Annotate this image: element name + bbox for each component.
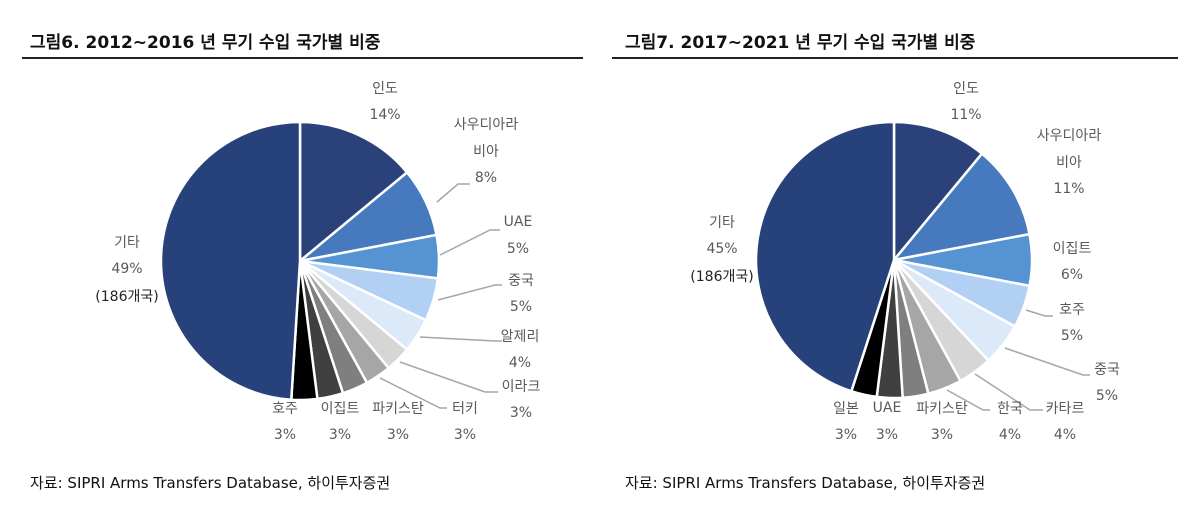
- slice-note: (186개국): [95, 289, 159, 305]
- slice-label: 중국: [508, 273, 534, 289]
- slice-label: 터키: [452, 401, 478, 417]
- slice-value-label: 8%: [474, 170, 498, 186]
- pie-slice-인도: [892, 120, 984, 264]
- chart-title-left: 그림6. 2012~2016 년 무기 수입 국가별 비중: [30, 33, 381, 53]
- slice-value-label: 6%: [1060, 267, 1084, 283]
- slice-value-label: 11%: [1053, 181, 1085, 197]
- slice-value-label: 3%: [834, 427, 858, 443]
- slice-value-label: 11%: [950, 107, 982, 123]
- slice-label: 호주: [272, 401, 298, 417]
- title-rule-right: [612, 57, 1178, 59]
- slice-label: 사우디아라: [453, 117, 519, 133]
- slice-value-label: 14%: [369, 107, 401, 123]
- slice-value-label: 5%: [1095, 388, 1119, 404]
- slice-label: 카타르: [1045, 401, 1085, 417]
- pie-slice-인도: [298, 120, 409, 264]
- slice-label: 중국: [1094, 362, 1120, 378]
- slice-value-label: 5%: [1060, 328, 1084, 344]
- slice-label: UAE: [872, 400, 902, 416]
- slice-value-label: 3%: [453, 427, 477, 443]
- slice-label: 이집트: [1052, 241, 1092, 257]
- slice-value-label: 3%: [273, 427, 297, 443]
- slice-label: UAE: [503, 214, 533, 230]
- title-rule-left: [22, 57, 583, 59]
- slice-label: 파키스탄: [916, 401, 968, 417]
- slice-note: (186개국): [690, 269, 754, 285]
- slice-value-label: 3%: [509, 405, 533, 421]
- slice-label: 사우디아라: [1036, 128, 1102, 144]
- pie-slice-기타: [159, 120, 302, 402]
- slice-value-label: 3%: [930, 427, 954, 443]
- slice-value-label: 3%: [875, 427, 899, 443]
- source-note-left: 자료: SIPRI Arms Transfers Database, 하이투자증…: [30, 474, 391, 492]
- slice-label: 이집트: [320, 401, 360, 417]
- slice-label: 비아: [1056, 155, 1082, 171]
- slice-label: 이라크: [501, 379, 541, 395]
- source-note-right: 자료: SIPRI Arms Transfers Database, 하이투자증…: [625, 474, 986, 492]
- slice-label: 인도: [372, 81, 398, 97]
- slice-label: 알제리: [500, 329, 540, 345]
- slice-value-label: 5%: [506, 241, 530, 257]
- slice-value-label: 45%: [706, 241, 738, 257]
- slice-value-label: 49%: [111, 261, 143, 277]
- leader-line: [437, 284, 502, 301]
- slice-value-label: 3%: [386, 427, 410, 443]
- leader-line: [379, 377, 447, 409]
- slice-label: 파키스탄: [372, 401, 424, 417]
- leader-line: [399, 361, 498, 393]
- slice-value-label: 4%: [508, 355, 532, 371]
- slice-value-label: 4%: [998, 427, 1022, 443]
- slice-value-label: 3%: [328, 427, 352, 443]
- slice-label: 호주: [1059, 302, 1085, 318]
- leader-line: [1025, 309, 1053, 317]
- leader-line: [436, 183, 470, 203]
- slice-label: 기타: [114, 235, 140, 251]
- slice-value-label: 4%: [1053, 427, 1077, 443]
- slice-label: 인도: [953, 81, 979, 97]
- slice-label: 한국: [997, 401, 1023, 417]
- chart-title-right: 그림7. 2017~2021 년 무기 수입 국가별 비중: [625, 33, 976, 53]
- leader-line: [419, 336, 502, 342]
- pie-slice-사우디아라비아: [890, 151, 1032, 262]
- leader-line: [974, 373, 1043, 411]
- pie-slice-기타: [754, 120, 896, 393]
- slice-label: 기타: [709, 215, 735, 231]
- leader-line: [1004, 347, 1090, 376]
- slice-value-label: 5%: [509, 299, 533, 315]
- slice-label: 비아: [473, 144, 499, 160]
- slice-label: 일본: [833, 401, 859, 417]
- leader-line: [946, 389, 990, 411]
- leader-line: [439, 229, 500, 256]
